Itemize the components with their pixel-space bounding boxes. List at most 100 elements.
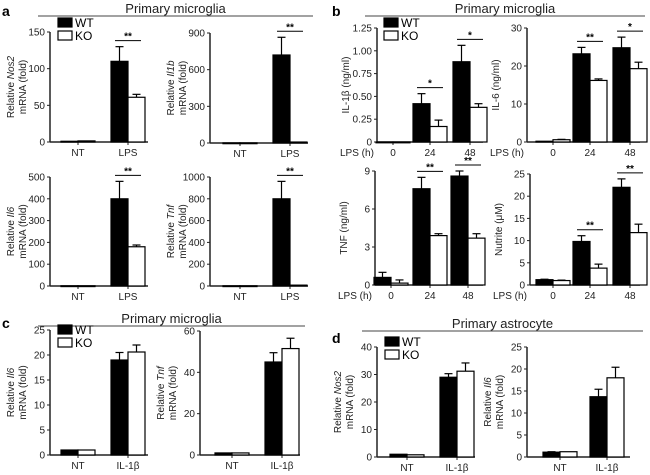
bar-ko (552, 279, 571, 286)
legend-swatch-wt (384, 336, 400, 347)
y-axis-label-line1: Relative Il6 (6, 206, 17, 256)
bar-ko (392, 141, 411, 144)
significance-marker: ** (124, 166, 132, 177)
bar-chart: 0 300 600 900 NT LPS ** Relative Il1b mRNA (fol… (166, 22, 308, 160)
significance-marker: ** (286, 166, 294, 177)
y-axis-label-line2: mRNA (fold) (168, 366, 179, 420)
y-axis-label-line2: mRNA (fold) (495, 375, 506, 429)
legend-swatch-ko (383, 30, 399, 41)
bar-ko (390, 282, 409, 286)
bar-wt (412, 103, 431, 143)
bar-chart: 0 100 200 300 400 500 NT LPS ** Relative Il6 mRNA… (6, 166, 148, 303)
x-tick-label: 24 (584, 148, 596, 159)
y-tick-label: 0.50 (353, 92, 373, 103)
x-tick-label: 48 (624, 291, 636, 302)
x-tick-label: 0 (550, 148, 556, 159)
y-tick-label: 10 (34, 401, 46, 412)
y-tick-label: 25 (514, 170, 526, 181)
bar-chart: 0 50 100 150 NT LPS ** Relative Nos2 mRNA (fold… (6, 28, 148, 159)
y-tick-label: 15 (511, 387, 523, 398)
y-tick-label: 3 (364, 243, 370, 254)
y-tick-label: 25 (34, 326, 46, 337)
bar-wt (389, 453, 408, 458)
y-label-gene: Il1b (166, 60, 177, 77)
y-axis-label-line2: mRNA (fold) (178, 204, 189, 258)
x-tick-label: 0 (550, 291, 556, 302)
panel-letter: c (2, 315, 10, 331)
y-tick-label: 500 (28, 173, 45, 184)
y-tick-label: 0 (199, 282, 205, 293)
significance-marker: ** (286, 22, 294, 33)
y-tick-label: 25 (511, 343, 523, 354)
bar-ko (589, 267, 608, 286)
bar-wt (60, 285, 79, 288)
bar-wt (264, 361, 283, 456)
bar-wt (375, 141, 394, 144)
bar-ko (239, 142, 258, 145)
bar-wt (535, 140, 554, 143)
y-tick-label: 9 (364, 167, 370, 178)
y-tick-label: 0 (516, 453, 522, 464)
bar-wt (222, 142, 241, 145)
significance-marker: * (428, 79, 432, 90)
significance-marker: * (628, 22, 632, 33)
y-axis-label-line2: mRNA (fold) (178, 61, 189, 115)
y-tick-label: 800 (188, 194, 205, 205)
y-label-prefix: Relative (156, 381, 167, 420)
x-tick-label: LPS (281, 292, 300, 303)
panel-letter: a (2, 3, 10, 19)
y-tick-label: 300 (28, 216, 45, 227)
y-axis-label-line2: mRNA (fold) (18, 204, 29, 258)
y-label-prefix: Relative (6, 217, 17, 256)
bar-wt (272, 54, 291, 144)
bar-ko (552, 139, 571, 143)
x-axis-label: LPS (h) (338, 291, 372, 302)
y-label-gene: Il6 (6, 206, 17, 217)
x-tick-label: IL-1β (446, 463, 469, 474)
y-tick-label: 40 (361, 343, 373, 354)
y-tick-label: 10 (361, 425, 373, 436)
bar-ko (77, 285, 96, 288)
y-tick-label: 5 (39, 426, 45, 437)
bar-wt (272, 198, 291, 287)
y-tick-label: 6 (364, 205, 370, 216)
bar-wt (222, 285, 241, 288)
y-label-prefix: Relative (166, 77, 177, 116)
panel-letter: d (332, 330, 341, 346)
y-tick-label: 600 (188, 65, 205, 76)
y-label-gene: Il6 (6, 367, 17, 378)
y-tick-label: 600 (188, 216, 205, 227)
legend-label: KO (401, 29, 418, 43)
bar-chart: 0 5 10 15 20 25 NT IL-1β Relative Il6 mRNA (fold… (6, 326, 148, 472)
legend-label: WT (75, 16, 94, 30)
x-tick-label: 24 (584, 291, 596, 302)
y-tick-label: 10 (511, 100, 523, 111)
y-tick-label: 200 (28, 238, 45, 249)
bar-ko (77, 140, 96, 143)
legend-swatch-ko (57, 30, 73, 41)
bar-ko (469, 106, 488, 143)
x-tick-label: 48 (624, 148, 636, 159)
y-tick-label: 20 (361, 398, 373, 409)
x-tick-label: NT (553, 463, 566, 474)
x-tick-label: NT (233, 149, 246, 160)
significance-marker: ** (464, 156, 472, 167)
x-tick-label: 48 (464, 148, 476, 159)
y-tick-label: 0.25 (353, 115, 373, 126)
x-tick-label: 48 (462, 291, 474, 302)
panel-letter: b (332, 3, 341, 19)
x-tick-label: NT (400, 463, 413, 474)
bar-ko (289, 284, 308, 287)
bar-ko (429, 125, 448, 143)
y-tick-label: 0 (39, 282, 45, 293)
y-tick-label: 0 (199, 139, 205, 150)
y-label-gene: Il6 (483, 377, 494, 388)
bar-chart: 0 10 20 30 0 24 ** 48 * LPS (h) IL-6 (ng/ml) (490, 22, 648, 159)
y-axis-label-line1: Relative Tnf (156, 365, 167, 420)
x-tick-label: IL-1β (117, 461, 140, 472)
y-tick-label: 100 (28, 64, 45, 75)
y-tick-label: 200 (188, 260, 205, 271)
y-tick-label: 1000 (183, 173, 206, 184)
bar-ko (429, 235, 448, 286)
